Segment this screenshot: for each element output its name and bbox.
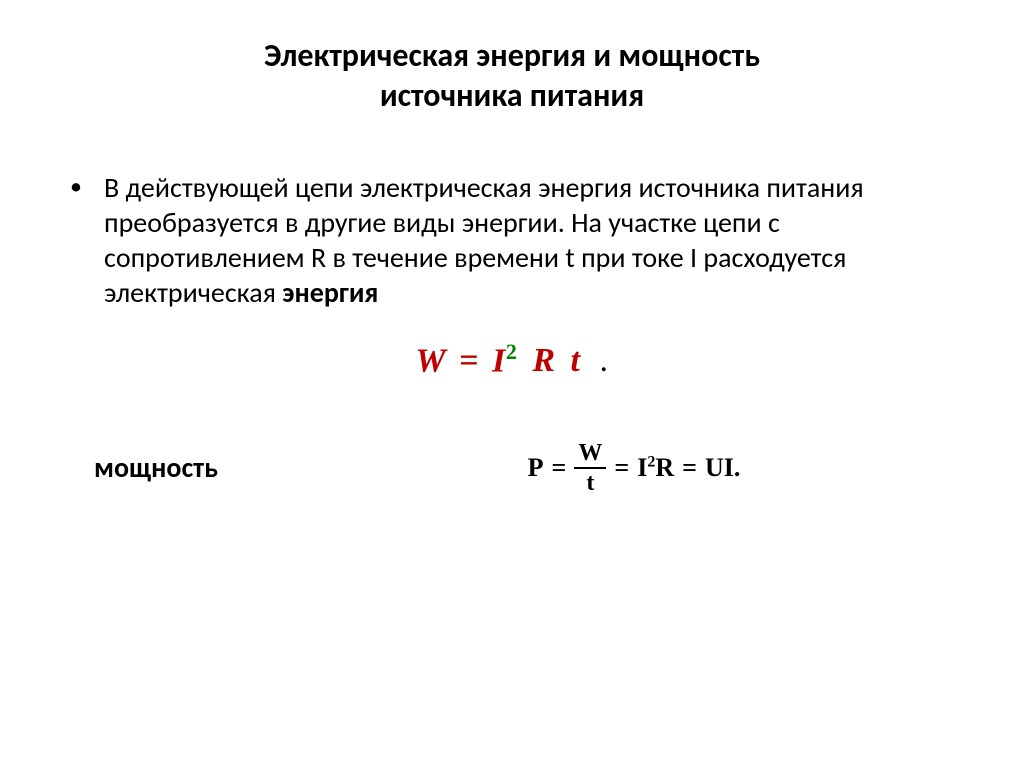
symbol-i-2: I — [637, 453, 647, 482]
slide: Электрическая энергия и мощность источни… — [0, 0, 1024, 767]
slide-body: • В действующей цепи электрическая энерг… — [70, 170, 954, 495]
fraction-denominator: t — [582, 471, 598, 495]
power-formula: P = W t = I2R = UI. — [528, 441, 741, 495]
symbol-eq-3: = — [680, 452, 699, 485]
slide-title: Электрическая энергия и мощность источни… — [70, 36, 954, 116]
symbol-i: I — [492, 342, 506, 379]
symbol-r-2: R — [655, 453, 674, 482]
fraction-numerator: W — [574, 441, 606, 465]
symbol-p: P — [528, 452, 544, 485]
bullet-item: • В действующей цепи электрическая энерг… — [70, 170, 954, 310]
energy-formula: W = I2 R t . — [70, 338, 954, 383]
symbol-dot: . — [589, 342, 608, 379]
bullet-text-bold: энергия — [282, 275, 378, 310]
bullet-text: В действующей цепи электрическая энергия… — [104, 170, 954, 310]
symbol-eq-2: = — [612, 452, 631, 485]
power-row: мощность P = W t = I2R = UI. — [70, 441, 954, 495]
fraction: W t — [574, 441, 606, 495]
symbol-t: t — [565, 342, 581, 379]
symbol-exp: 2 — [506, 339, 518, 364]
power-formula-wrap: P = W t = I2R = UI. — [394, 441, 954, 495]
title-line-2: источника питания — [380, 76, 644, 115]
symbol-eq: = — [455, 342, 483, 379]
bullet-marker: • — [70, 170, 104, 204]
bullet-text-plain: В действующей цепи электрическая энергия… — [104, 170, 864, 310]
symbol-w: W — [416, 342, 447, 379]
symbol-eq-1: = — [550, 452, 569, 485]
fraction-bar — [574, 467, 606, 469]
symbol-r: R — [526, 342, 555, 379]
symbol-i2: I2R — [637, 452, 674, 485]
title-line-1: Электрическая энергия и мощность — [264, 36, 760, 75]
power-label: мощность — [70, 450, 394, 485]
symbol-ui: UI. — [705, 452, 740, 485]
